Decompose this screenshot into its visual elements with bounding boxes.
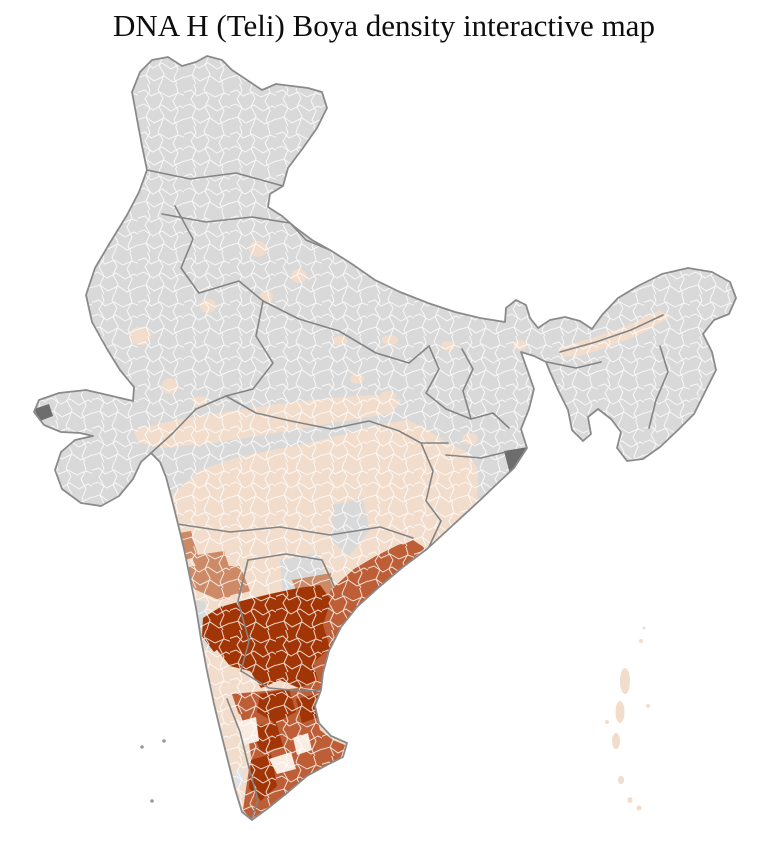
district-boundaries-mesh (34, 56, 736, 820)
india-outline (33, 55, 737, 821)
page-title: DNA H (Teli) Boya density interactive ma… (113, 8, 655, 43)
region-lakshadweep-dots[interactable] (140, 739, 166, 803)
region-mumbai-patch[interactable] (139, 513, 145, 521)
state-boundaries (146, 169, 669, 819)
region-andaman-islands[interactable] (605, 626, 650, 811)
